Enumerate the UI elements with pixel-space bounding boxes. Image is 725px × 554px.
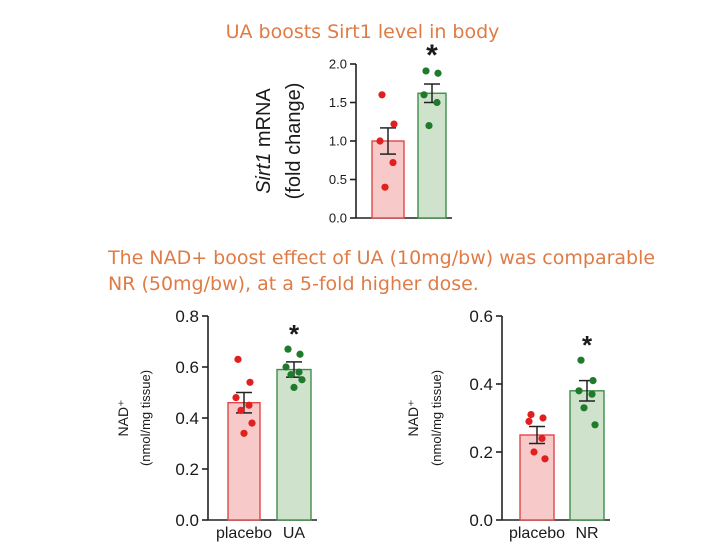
y-tick-label: 1.5 [329,95,347,110]
data-point [420,91,428,99]
bar-placebo [519,434,555,521]
data-point [246,378,254,386]
data-point [296,350,304,358]
y-tick-label: 0.4 [469,375,493,394]
x-category-label: NR [575,525,598,542]
chart-nad-ua: 0.0 0.2 0.4 0.6 0.8 NAD⁺ (nmol/mg tissue) place… [115,307,317,542]
y-tick-label: 0.6 [469,307,493,326]
data-point [588,390,596,398]
data-point [434,69,442,77]
y-axis-title-italic: Sirt1 [253,153,275,194]
data-point [298,376,306,384]
y-axis-subtitle: (fold change) [283,83,305,200]
data-point [575,387,583,395]
y-axis-subtitle: (nmol/mg tissue) [429,370,444,466]
y-tick-label: 0.5 [329,172,347,187]
data-point [527,411,535,419]
bar-group-2 [417,92,447,219]
y-axis-title: NAD⁺ [115,400,131,437]
caption-line-2: NR (50mg/bw), at a 5-fold higher dose. [108,273,479,295]
data-point [245,401,253,409]
y-tick-label: 0.0 [329,211,347,226]
data-point [287,371,295,379]
data-point [240,429,248,437]
data-point [525,417,533,425]
significance-marker: * [426,39,438,72]
data-point [530,448,538,456]
data-point [580,404,588,412]
data-point [282,363,290,371]
chart-title-sirt1: UA boosts Sirt1 level in body [225,21,500,43]
x-category-label: placebo [216,525,272,542]
data-point [433,98,441,107]
y-tick-label: 0.0 [175,511,199,530]
significance-marker: * [582,330,593,360]
data-point [422,67,430,75]
y-tick-label: 2.0 [329,57,347,72]
bar-placebo [227,402,261,521]
data-point [248,419,256,427]
y-tick-label: 0.0 [469,511,493,530]
y-tick-label: 0.6 [175,358,199,377]
data-point [577,356,585,364]
x-category-label: placebo [509,525,565,542]
data-point [237,406,245,414]
data-point [381,183,389,191]
data-point [539,414,547,422]
data-point [378,91,386,99]
y-tick-label: 0.2 [175,460,199,479]
data-point [541,455,549,463]
y-tick-label: 0.4 [175,409,199,428]
y-tick-label: 0.2 [469,443,493,462]
data-point [284,345,292,353]
chart-nad-nr: 0.0 0.2 0.4 0.6 NAD⁺ (nmol/mg tissue) placebo *… [405,307,610,542]
data-point [591,421,599,429]
significance-marker: * [289,319,300,349]
data-point [290,383,298,391]
bar-NR [569,390,605,521]
y-tick-label: 0.8 [175,307,199,326]
data-point [376,137,384,145]
x-category-label: UA [283,525,306,542]
y-tick-label: 1.0 [329,134,347,149]
caption-line-1: The NAD+ boost effect of UA (10mg/bw) wa… [108,247,656,269]
data-point [538,434,546,442]
y-axis-title: Sirt1 mRNA [253,88,275,194]
data-point [425,122,433,130]
bar-UA [276,368,312,521]
data-point [295,368,303,376]
data-point [589,377,597,385]
y-axis-title-rest: mRNA [253,88,275,153]
data-point [390,120,398,128]
data-point [389,158,397,167]
chart-sirt1: 0.0 0.5 1.0 1.5 2.0 Sirt1 mRNA (fold change) * [253,39,452,226]
data-point [232,394,240,402]
data-point [234,355,242,363]
y-axis-subtitle: (nmol/mg tissue) [138,370,153,466]
y-axis-title: NAD⁺ [405,400,421,437]
